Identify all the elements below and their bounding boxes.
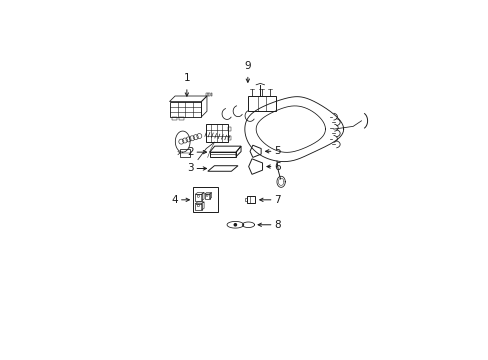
Text: 3: 3 xyxy=(187,163,194,174)
Bar xyxy=(180,149,190,157)
Bar xyxy=(205,124,227,142)
Bar xyxy=(172,117,177,120)
Bar xyxy=(247,96,275,111)
Bar xyxy=(195,204,201,210)
Bar xyxy=(209,152,236,157)
Text: 6: 6 xyxy=(273,162,280,172)
Text: 7: 7 xyxy=(273,195,280,205)
Text: 4: 4 xyxy=(172,195,178,205)
Text: 5: 5 xyxy=(273,146,280,156)
Bar xyxy=(193,187,218,212)
Text: 1: 1 xyxy=(183,73,190,84)
Bar xyxy=(244,198,246,202)
Text: 2: 2 xyxy=(187,147,194,157)
Bar xyxy=(204,194,209,199)
Bar xyxy=(169,102,201,117)
Bar xyxy=(206,93,207,96)
Bar xyxy=(210,93,212,96)
Bar xyxy=(227,127,231,131)
Circle shape xyxy=(234,224,236,226)
Bar xyxy=(195,194,201,201)
Bar xyxy=(208,93,210,96)
Bar xyxy=(246,197,255,203)
Bar xyxy=(179,117,184,120)
Bar xyxy=(227,136,231,140)
Text: 9: 9 xyxy=(244,61,251,71)
Text: 8: 8 xyxy=(273,220,280,230)
